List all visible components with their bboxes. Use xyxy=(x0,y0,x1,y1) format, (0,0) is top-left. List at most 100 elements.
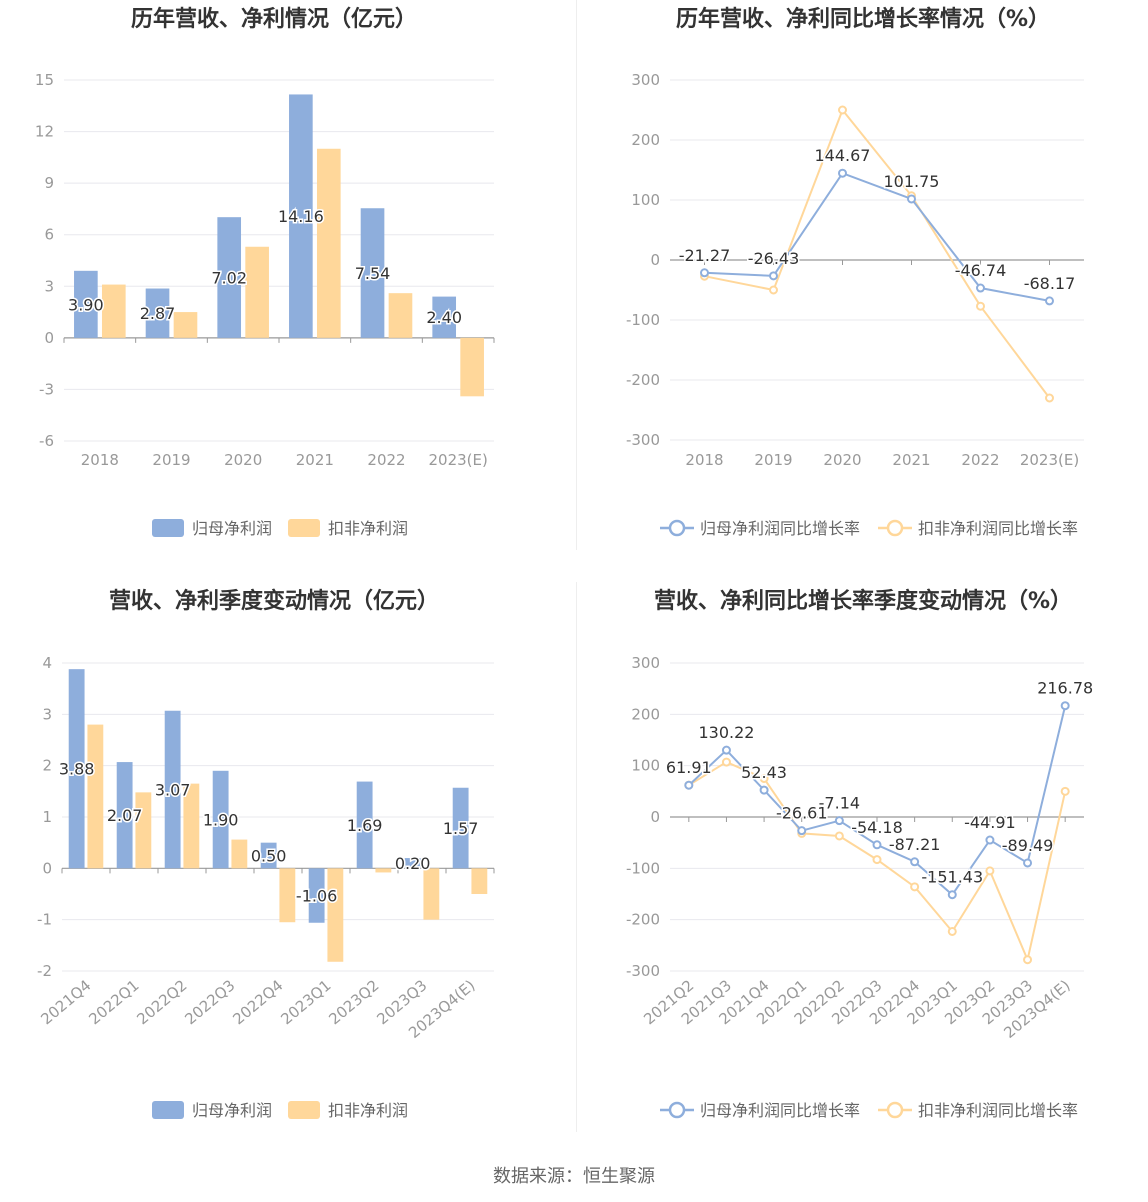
y-tick-label: 300 xyxy=(631,654,660,672)
bar-data-label: 3.88 xyxy=(59,760,95,779)
bar-deducted-profit xyxy=(173,312,198,338)
series-point-deducted-profit-growth xyxy=(1045,393,1054,403)
line-data-label: -26.61 xyxy=(776,804,828,823)
series-point-net-profit-growth xyxy=(985,835,995,845)
legend-label: 归母净利润 xyxy=(192,1101,272,1120)
bar-net-profit xyxy=(452,787,469,869)
line-data-label: 144.67 xyxy=(815,146,871,165)
y-tick-label: 200 xyxy=(631,705,660,723)
y-tick-label: 3 xyxy=(44,277,54,295)
legend-label: 扣非净利润 xyxy=(328,1101,408,1120)
x-tick-label: 2019 xyxy=(152,451,190,469)
chart-annual-growth: 历年营收、净利同比增长率情况（%） 300 200 100 0 -100 -200 -300 2… xyxy=(576,0,1148,560)
line-data-label: -7.14 xyxy=(819,794,860,813)
bar-data-label: 7.02 xyxy=(211,269,247,288)
series-point-deducted-profit-growth xyxy=(985,866,995,876)
bar-data-label: 2.40 xyxy=(426,308,462,327)
x-tick-label: 2022Q2 xyxy=(133,976,190,1028)
x-tick-label: 2022Q1 xyxy=(85,976,142,1028)
y-tick-label: 4 xyxy=(42,654,52,672)
series-point-net-profit-growth xyxy=(834,816,844,826)
legend-marker-net-profit-growth xyxy=(668,1101,686,1119)
chart-annual-profit-svg: 历年营收、净利情况（亿元） 15 12 9 6 3 0 -3 -6 2018 2019 2020 202… xyxy=(35,6,495,538)
y-tick-label: 100 xyxy=(631,191,660,209)
legend-label: 扣非净利润同比增长率 xyxy=(918,1101,1078,1120)
x-tick-label: 2023(E) xyxy=(428,451,487,469)
bar-data-label: 1.90 xyxy=(203,811,239,830)
y-tick-label: 6 xyxy=(44,226,54,244)
legend-label: 归母净利润 xyxy=(192,519,272,538)
y-tick-label: -300 xyxy=(626,431,660,449)
series-point-deducted-profit-growth xyxy=(947,926,957,936)
bar-deducted-profit xyxy=(101,284,126,338)
bar-net-profit xyxy=(260,842,277,869)
bar-data-label: -1.06 xyxy=(296,887,337,906)
bar-net-profit xyxy=(404,858,421,869)
series-point-net-profit-growth xyxy=(872,840,882,850)
bar-data-label: 2.87 xyxy=(140,304,176,323)
y-tick-label: 300 xyxy=(631,71,660,89)
y-tick-label: -100 xyxy=(626,311,660,329)
bar-deducted-profit xyxy=(245,246,269,338)
chart-title: 营收、净利季度变动情况（亿元） xyxy=(109,588,439,614)
bar-deducted-profit xyxy=(87,724,104,869)
x-tick-label: 2022Q4 xyxy=(229,976,286,1028)
bar-data-label: 14.16 xyxy=(278,207,324,226)
line-data-label: -44.91 xyxy=(964,813,1016,832)
y-tick-label: -200 xyxy=(626,911,660,929)
x-tick-label: 2018 xyxy=(685,451,723,469)
line-data-label: -68.17 xyxy=(1024,274,1076,293)
y-tick-label: 100 xyxy=(631,757,660,775)
series-point-deducted-profit-growth xyxy=(1060,786,1070,796)
series-point-net-profit-growth xyxy=(1023,858,1033,868)
bar-deducted-profit xyxy=(279,868,296,923)
bar-data-label: 3.90 xyxy=(68,295,104,314)
series-point-net-profit-growth xyxy=(976,283,985,293)
series-point-net-profit-growth xyxy=(947,890,957,900)
legend-label: 归母净利润同比增长率 xyxy=(700,519,860,538)
y-tick-label: 12 xyxy=(35,123,54,141)
line-data-label: -87.21 xyxy=(889,835,941,854)
bar-deducted-profit xyxy=(423,868,440,920)
x-tick-label: 2022 xyxy=(961,451,999,469)
y-tick-label: -6 xyxy=(39,432,54,450)
series-point-deducted-profit-growth xyxy=(976,301,985,311)
bar-data-label: 3.07 xyxy=(155,781,191,800)
chart-quarterly-profit-svg: 营收、净利季度变动情况（亿元）43210-1-22021Q42022Q12022… xyxy=(37,588,495,1120)
legend-label: 扣非净利润同比增长率 xyxy=(918,519,1078,538)
series-point-net-profit-growth xyxy=(684,780,694,790)
chart-quarterly-growth: 营收、净利同比增长率季度变动情况（%） 300 200 100 0 -100 -200 -30… xyxy=(576,582,1148,1142)
x-tick-label: 2022 xyxy=(367,451,405,469)
y-tick-label: 0 xyxy=(650,251,660,269)
chart-title: 历年营收、净利同比增长率情况（%） xyxy=(676,6,1050,32)
series-point-net-profit-growth xyxy=(797,826,807,836)
bar-net-profit xyxy=(68,669,85,869)
bar-data-label: 1.57 xyxy=(443,819,479,838)
bar-deducted-profit xyxy=(135,792,152,869)
y-tick-label: 200 xyxy=(631,131,660,149)
y-tick-label: -200 xyxy=(626,371,660,389)
chart-quarterly-growth-svg: 营收、净利同比增长率季度变动情况（%） 300 200 100 0 -100 -200 -30… xyxy=(626,588,1095,1120)
bar-data-label: 1.69 xyxy=(347,816,383,835)
line-data-label: -54.18 xyxy=(851,818,903,837)
chart-annual-profit: 历年营收、净利情况（亿元） 15 12 9 6 3 0 -3 -6 2018 2019 2020 202… xyxy=(0,0,576,560)
bar-deducted-profit xyxy=(327,868,344,962)
y-tick-label: -100 xyxy=(626,859,660,877)
y-tick-label: 15 xyxy=(35,71,54,89)
y-tick-label: 3 xyxy=(42,705,52,723)
bar-data-label: 0.20 xyxy=(395,854,431,873)
series-point-deducted-profit-growth xyxy=(872,855,882,865)
series-point-net-profit-growth xyxy=(721,745,731,755)
bar-deducted-profit xyxy=(183,783,200,869)
y-tick-label: -3 xyxy=(39,380,54,398)
bar-net-profit xyxy=(164,710,181,869)
bar-net-profit xyxy=(212,770,229,869)
line-data-label: 101.75 xyxy=(884,172,940,191)
bar-net-profit xyxy=(360,208,385,338)
y-tick-label: 0 xyxy=(650,808,660,826)
data-source-note: 数据来源：恒生聚源 xyxy=(493,1166,655,1187)
legend-marker-deducted-profit-growth xyxy=(886,1101,904,1119)
legend-marker-net-profit-growth xyxy=(668,519,686,537)
bar-data-label: 0.50 xyxy=(251,847,287,866)
bar-deducted-profit xyxy=(388,293,413,338)
